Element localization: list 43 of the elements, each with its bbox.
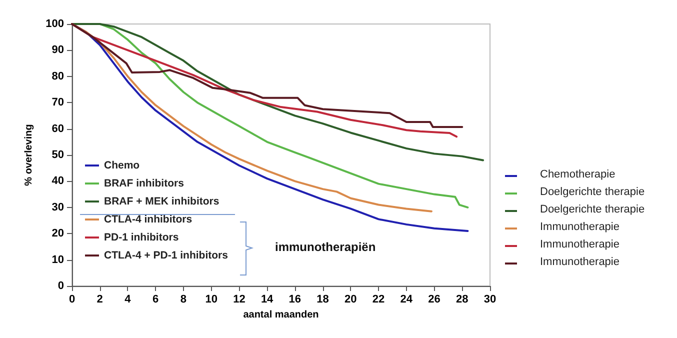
x-tick-label: 2 — [96, 294, 103, 306]
legend-label: BRAF + MEK inhibitors — [104, 196, 220, 208]
x-tick-label: 24 — [400, 294, 414, 306]
y-tick-label: 100 — [46, 18, 64, 30]
y-tick-label: 70 — [52, 96, 64, 109]
x-tick-label: 26 — [428, 294, 440, 306]
line-series — [71, 23, 484, 162]
legend-label: PD-1 inhibitors — [104, 232, 179, 244]
legend-label: CTLA-4 + PD-1 inhibitors — [104, 250, 228, 262]
text: Doelgerichte therapie — [540, 204, 645, 216]
x-tick-label: 16 — [288, 294, 302, 306]
legend-label: Chemo — [104, 160, 140, 172]
x-tick-label: 4 — [124, 294, 132, 306]
x-tick-label: 14 — [260, 294, 274, 306]
x-axis-title: aantal maanden — [243, 309, 319, 320]
text: Chemotherapie — [540, 168, 616, 180]
y-tick-label: 90 — [52, 44, 64, 56]
y-tick-label: 40 — [52, 175, 64, 188]
text: Immunotherapie — [540, 221, 620, 233]
x-tick-label: 12 — [233, 294, 246, 306]
x-tick-label: 18 — [316, 294, 329, 306]
x-tick-label: 8 — [180, 294, 187, 306]
text: Immunotherapie — [540, 238, 620, 250]
y-tick-label: 10 — [52, 254, 64, 266]
y-tick-label: 60 — [52, 122, 64, 135]
annotation: immunotherapiën — [275, 240, 376, 254]
y-tick-label: 30 — [52, 201, 64, 214]
y-tick-label: 0 — [58, 280, 64, 292]
x-tick-label: 22 — [372, 294, 385, 306]
x-tick-label: 0 — [68, 294, 76, 306]
y-tick-label: 20 — [52, 228, 64, 240]
x-tick-label: 10 — [205, 294, 218, 306]
x-tick-label: 30 — [484, 294, 496, 306]
text: Immunotherapie — [540, 256, 620, 268]
y-tick-label: 50 — [52, 149, 64, 161]
y-tick-label: 80 — [52, 70, 64, 82]
y-axis-title: % overleving — [24, 124, 34, 186]
legend-label: BRAF inhibitors — [104, 178, 184, 190]
x-tick-label: 6 — [152, 294, 159, 306]
text: Doelgerichte therapie — [540, 186, 645, 198]
legend-label: CTLA-4 inhibitors — [104, 214, 192, 226]
x-tick-label: 20 — [344, 294, 357, 306]
x-tick-label: 28 — [456, 294, 468, 306]
